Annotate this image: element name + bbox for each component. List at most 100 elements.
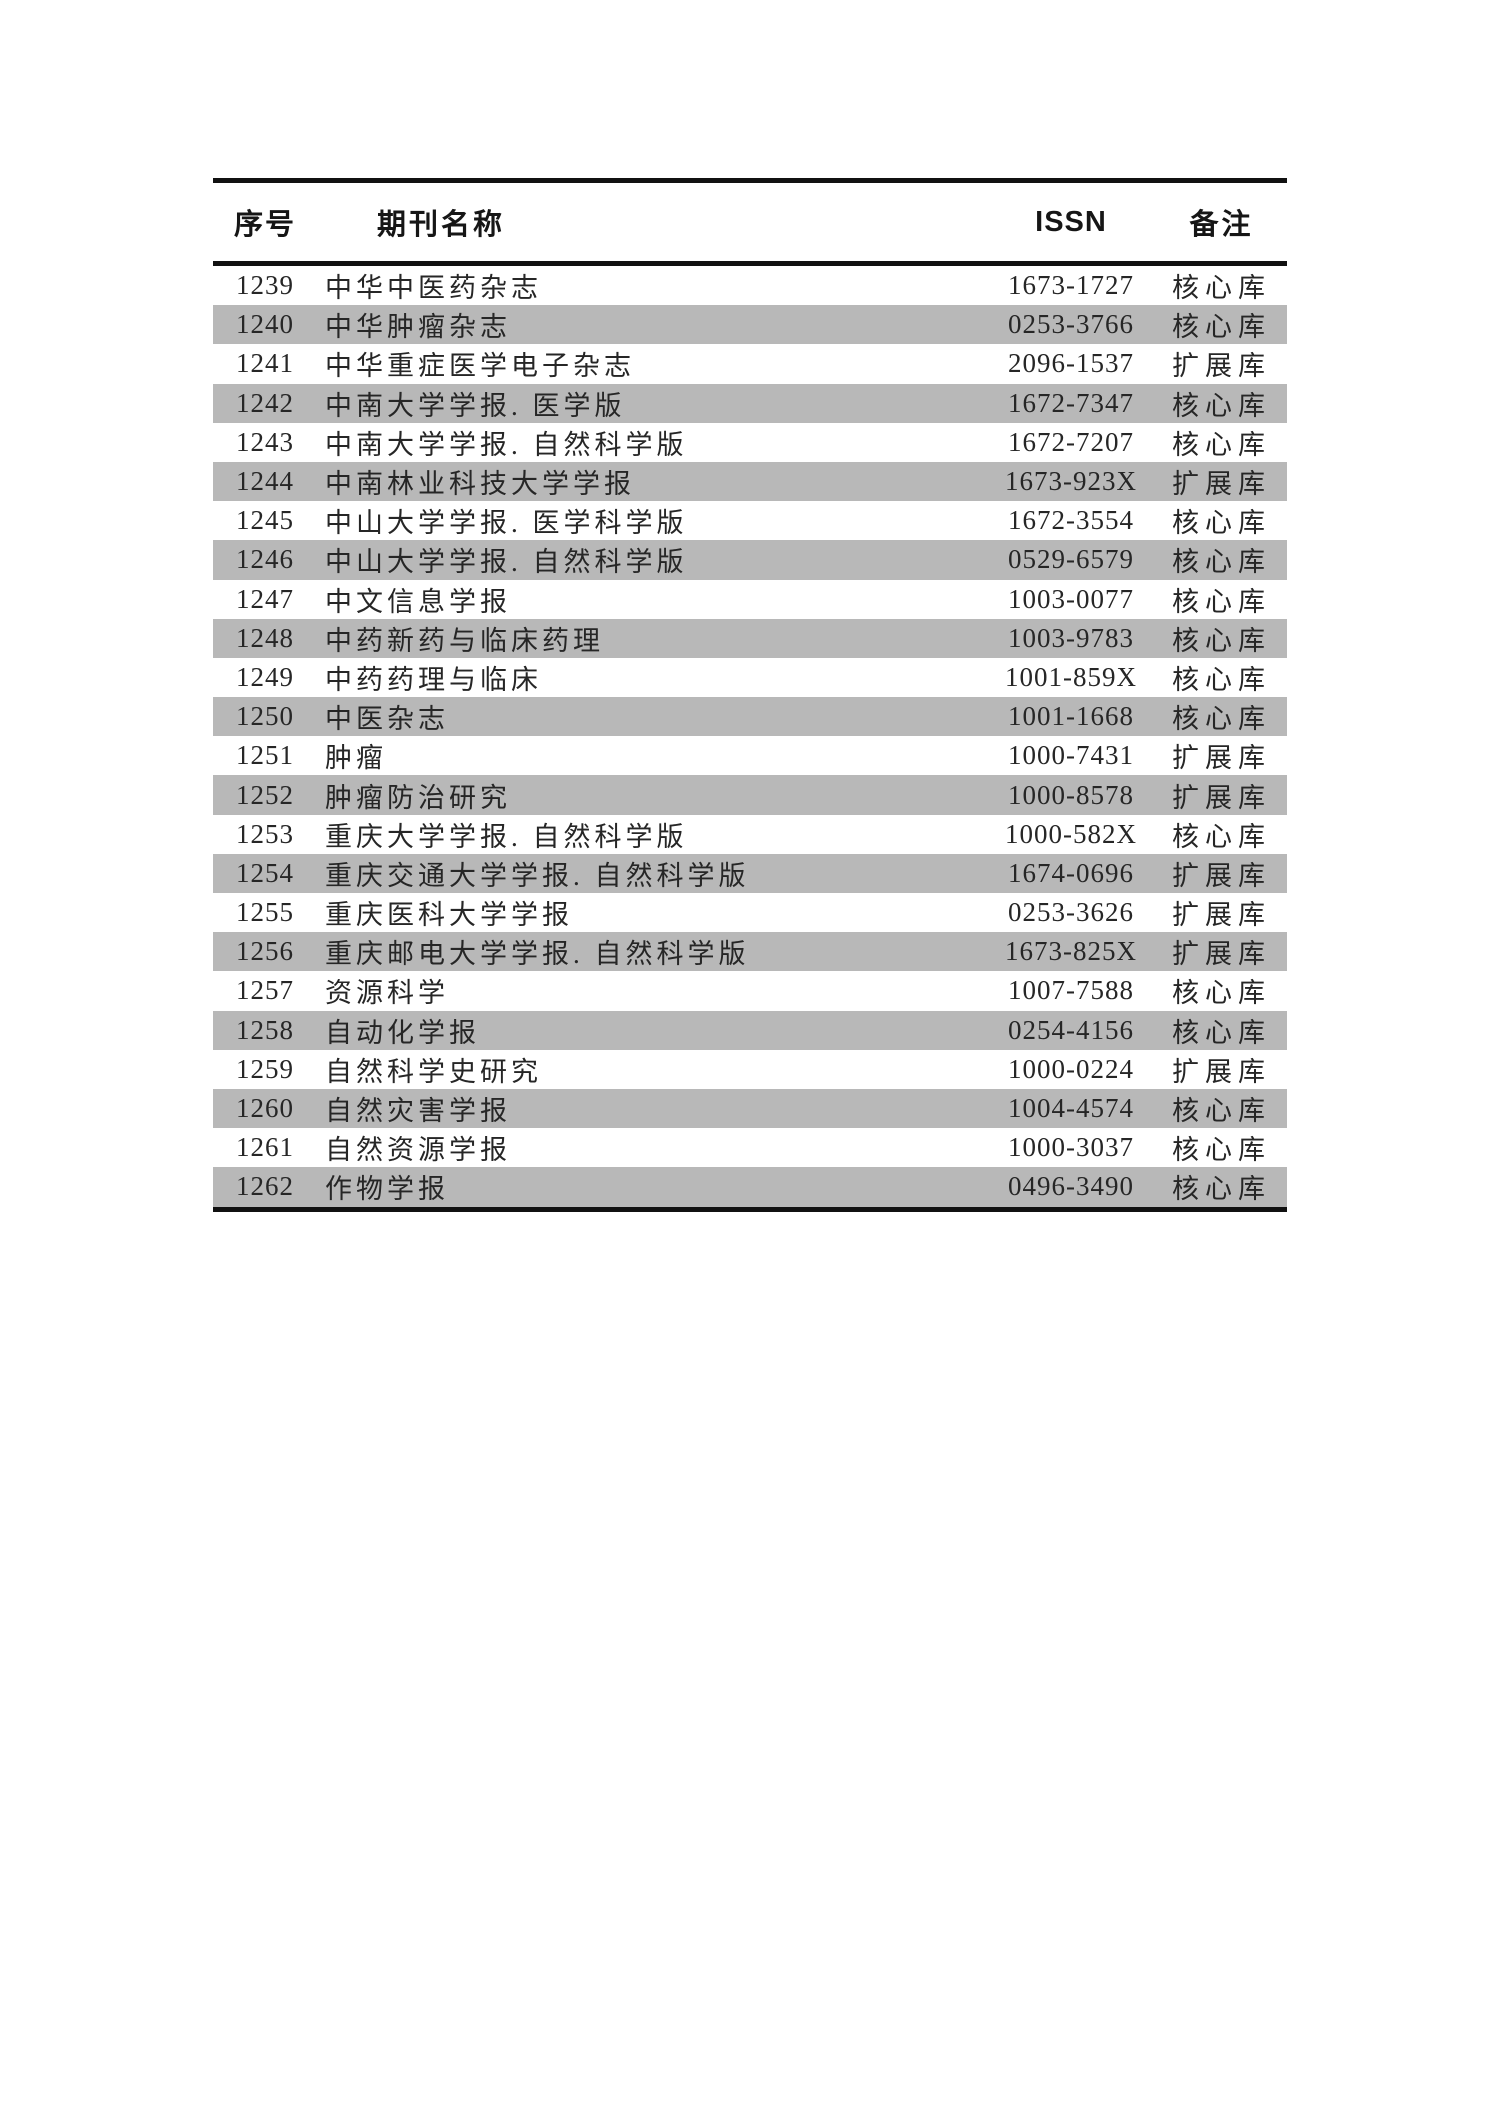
row-note: 核心库	[1172, 1096, 1271, 1127]
row-journal-name: 自动化学报	[325, 1017, 480, 1048]
row-issn: 1672-7347	[1008, 387, 1134, 418]
row-seq: 1243	[236, 426, 294, 457]
table-row: 1259 自然科学史研究 1000-0224 扩展库	[213, 1049, 1287, 1089]
row-note: 扩展库	[1172, 782, 1271, 813]
row-seq: 1249	[236, 661, 294, 692]
table-row: 1257 资源科学 1007-7588 核心库	[213, 971, 1287, 1011]
row-issn: 0529-6579	[1008, 544, 1134, 575]
row-note: 核心库	[1172, 1017, 1271, 1048]
journal-table: 序号 期刊名称 ISSN 备注 1239 中华中医药杂志 1673-1727 核…	[213, 178, 1287, 1212]
row-seq: 1246	[236, 544, 294, 575]
row-note: 核心库	[1172, 821, 1271, 852]
row-seq: 1247	[236, 583, 294, 614]
table-row: 1240 中华肿瘤杂志 0253-3766 核心库	[213, 305, 1287, 345]
table-row: 1262 作物学报 0496-3490 核心库	[213, 1167, 1287, 1207]
row-note: 核心库	[1172, 625, 1271, 656]
row-issn: 1001-859X	[1005, 661, 1137, 692]
table-row: 1251 肿瘤 1000-7431 扩展库	[213, 736, 1287, 776]
row-issn: 1673-825X	[1005, 936, 1137, 967]
row-journal-name: 自然资源学报	[325, 1135, 511, 1166]
row-issn: 1672-3554	[1008, 505, 1134, 536]
row-note: 核心库	[1172, 312, 1271, 343]
row-seq: 1256	[236, 936, 294, 967]
row-journal-name: 中医杂志	[325, 704, 449, 735]
row-seq: 1245	[236, 505, 294, 536]
row-issn: 0253-3766	[1008, 309, 1134, 340]
row-journal-name: 重庆邮电大学学报. 自然科学版	[325, 939, 750, 970]
row-issn: 1673-923X	[1005, 466, 1137, 497]
table-row: 1255 重庆医科大学学报 0253-3626 扩展库	[213, 893, 1287, 933]
row-journal-name: 自然灾害学报	[325, 1096, 511, 1127]
row-note: 核心库	[1172, 1174, 1271, 1205]
row-journal-name: 中南大学学报. 医学版	[325, 390, 626, 421]
row-note: 扩展库	[1172, 351, 1271, 382]
table-row: 1261 自然资源学报 1000-3037 核心库	[213, 1128, 1287, 1168]
row-issn: 0496-3490	[1008, 1171, 1134, 1202]
row-issn: 1000-7431	[1008, 740, 1134, 771]
table-row: 1244 中南林业科技大学学报 1673-923X 扩展库	[213, 461, 1287, 502]
row-issn: 1672-7207	[1008, 426, 1134, 457]
table-row: 1249 中药药理与临床 1001-859X 核心库	[213, 657, 1287, 698]
row-journal-name: 中山大学学报. 自然科学版	[325, 547, 688, 578]
row-issn: 1004-4574	[1008, 1093, 1134, 1124]
row-note: 核心库	[1172, 1135, 1271, 1166]
row-issn: 1673-1727	[1008, 270, 1134, 301]
row-note: 扩展库	[1172, 1056, 1271, 1087]
row-seq: 1255	[236, 897, 294, 928]
row-journal-name: 肿瘤防治研究	[325, 782, 511, 813]
row-issn: 0254-4156	[1008, 1014, 1134, 1045]
table-body: 1239 中华中医药杂志 1673-1727 核心库 1240 中华肿瘤杂志 0…	[213, 266, 1287, 1212]
row-seq: 1240	[236, 309, 294, 340]
row-note: 扩展库	[1172, 939, 1271, 970]
row-journal-name: 肿瘤	[325, 743, 387, 774]
row-journal-name: 自然科学史研究	[325, 1056, 542, 1087]
row-journal-name: 中华中医药杂志	[325, 273, 542, 304]
row-seq: 1242	[236, 387, 294, 418]
row-note: 核心库	[1172, 547, 1271, 578]
row-issn: 0253-3626	[1008, 897, 1134, 928]
table-row: 1250 中医杂志 1001-1668 核心库	[213, 697, 1287, 737]
row-journal-name: 中华重症医学电子杂志	[325, 351, 635, 382]
row-issn: 1003-9783	[1008, 622, 1134, 653]
table-row: 1252 肿瘤防治研究 1000-8578 扩展库	[213, 775, 1287, 815]
row-seq: 1253	[236, 818, 294, 849]
row-journal-name: 中山大学学报. 医学科学版	[325, 508, 688, 539]
row-seq: 1244	[236, 466, 294, 497]
row-journal-name: 中华肿瘤杂志	[325, 312, 511, 343]
row-issn: 1674-0696	[1008, 857, 1134, 888]
row-seq: 1257	[236, 975, 294, 1006]
row-journal-name: 中文信息学报	[325, 586, 511, 617]
row-seq: 1252	[236, 779, 294, 810]
row-journal-name: 中药药理与临床	[325, 664, 542, 695]
row-note: 扩展库	[1172, 469, 1271, 500]
row-note: 核心库	[1172, 273, 1271, 304]
table-row: 1248 中药新药与临床药理 1003-9783 核心库	[213, 618, 1287, 658]
row-journal-name: 中南林业科技大学学报	[325, 469, 635, 500]
row-journal-name: 中南大学学报. 自然科学版	[325, 429, 688, 460]
table-row: 1239 中华中医药杂志 1673-1727 核心库	[213, 266, 1287, 306]
table-row: 1253 重庆大学学报. 自然科学版 1000-582X 核心库	[213, 814, 1287, 854]
row-note: 扩展库	[1172, 860, 1271, 891]
row-seq: 1250	[236, 701, 294, 732]
row-journal-name: 资源科学	[325, 978, 449, 1009]
row-seq: 1259	[236, 1053, 294, 1084]
header-note: 备注	[1189, 209, 1254, 241]
row-note: 扩展库	[1172, 743, 1271, 774]
row-note: 核心库	[1172, 390, 1271, 421]
table-row: 1256 重庆邮电大学学报. 自然科学版 1673-825X 扩展库	[213, 932, 1287, 972]
header-issn: ISSN	[1035, 205, 1107, 238]
row-journal-name: 重庆医科大学学报	[325, 900, 573, 931]
row-note: 核心库	[1172, 586, 1271, 617]
row-note: 核心库	[1172, 508, 1271, 539]
row-issn: 1000-0224	[1008, 1053, 1134, 1084]
row-note: 核心库	[1172, 704, 1271, 735]
table-header-row: 序号 期刊名称 ISSN 备注	[213, 178, 1287, 266]
row-note: 核心库	[1172, 664, 1271, 695]
row-issn: 1007-7588	[1008, 975, 1134, 1006]
table-row: 1260 自然灾害学报 1004-4574 核心库	[213, 1088, 1287, 1129]
row-journal-name: 作物学报	[325, 1174, 449, 1205]
table-row: 1254 重庆交通大学学报. 自然科学版 1674-0696 扩展库	[213, 853, 1287, 893]
row-note: 核心库	[1172, 978, 1271, 1009]
row-seq: 1254	[236, 857, 294, 888]
